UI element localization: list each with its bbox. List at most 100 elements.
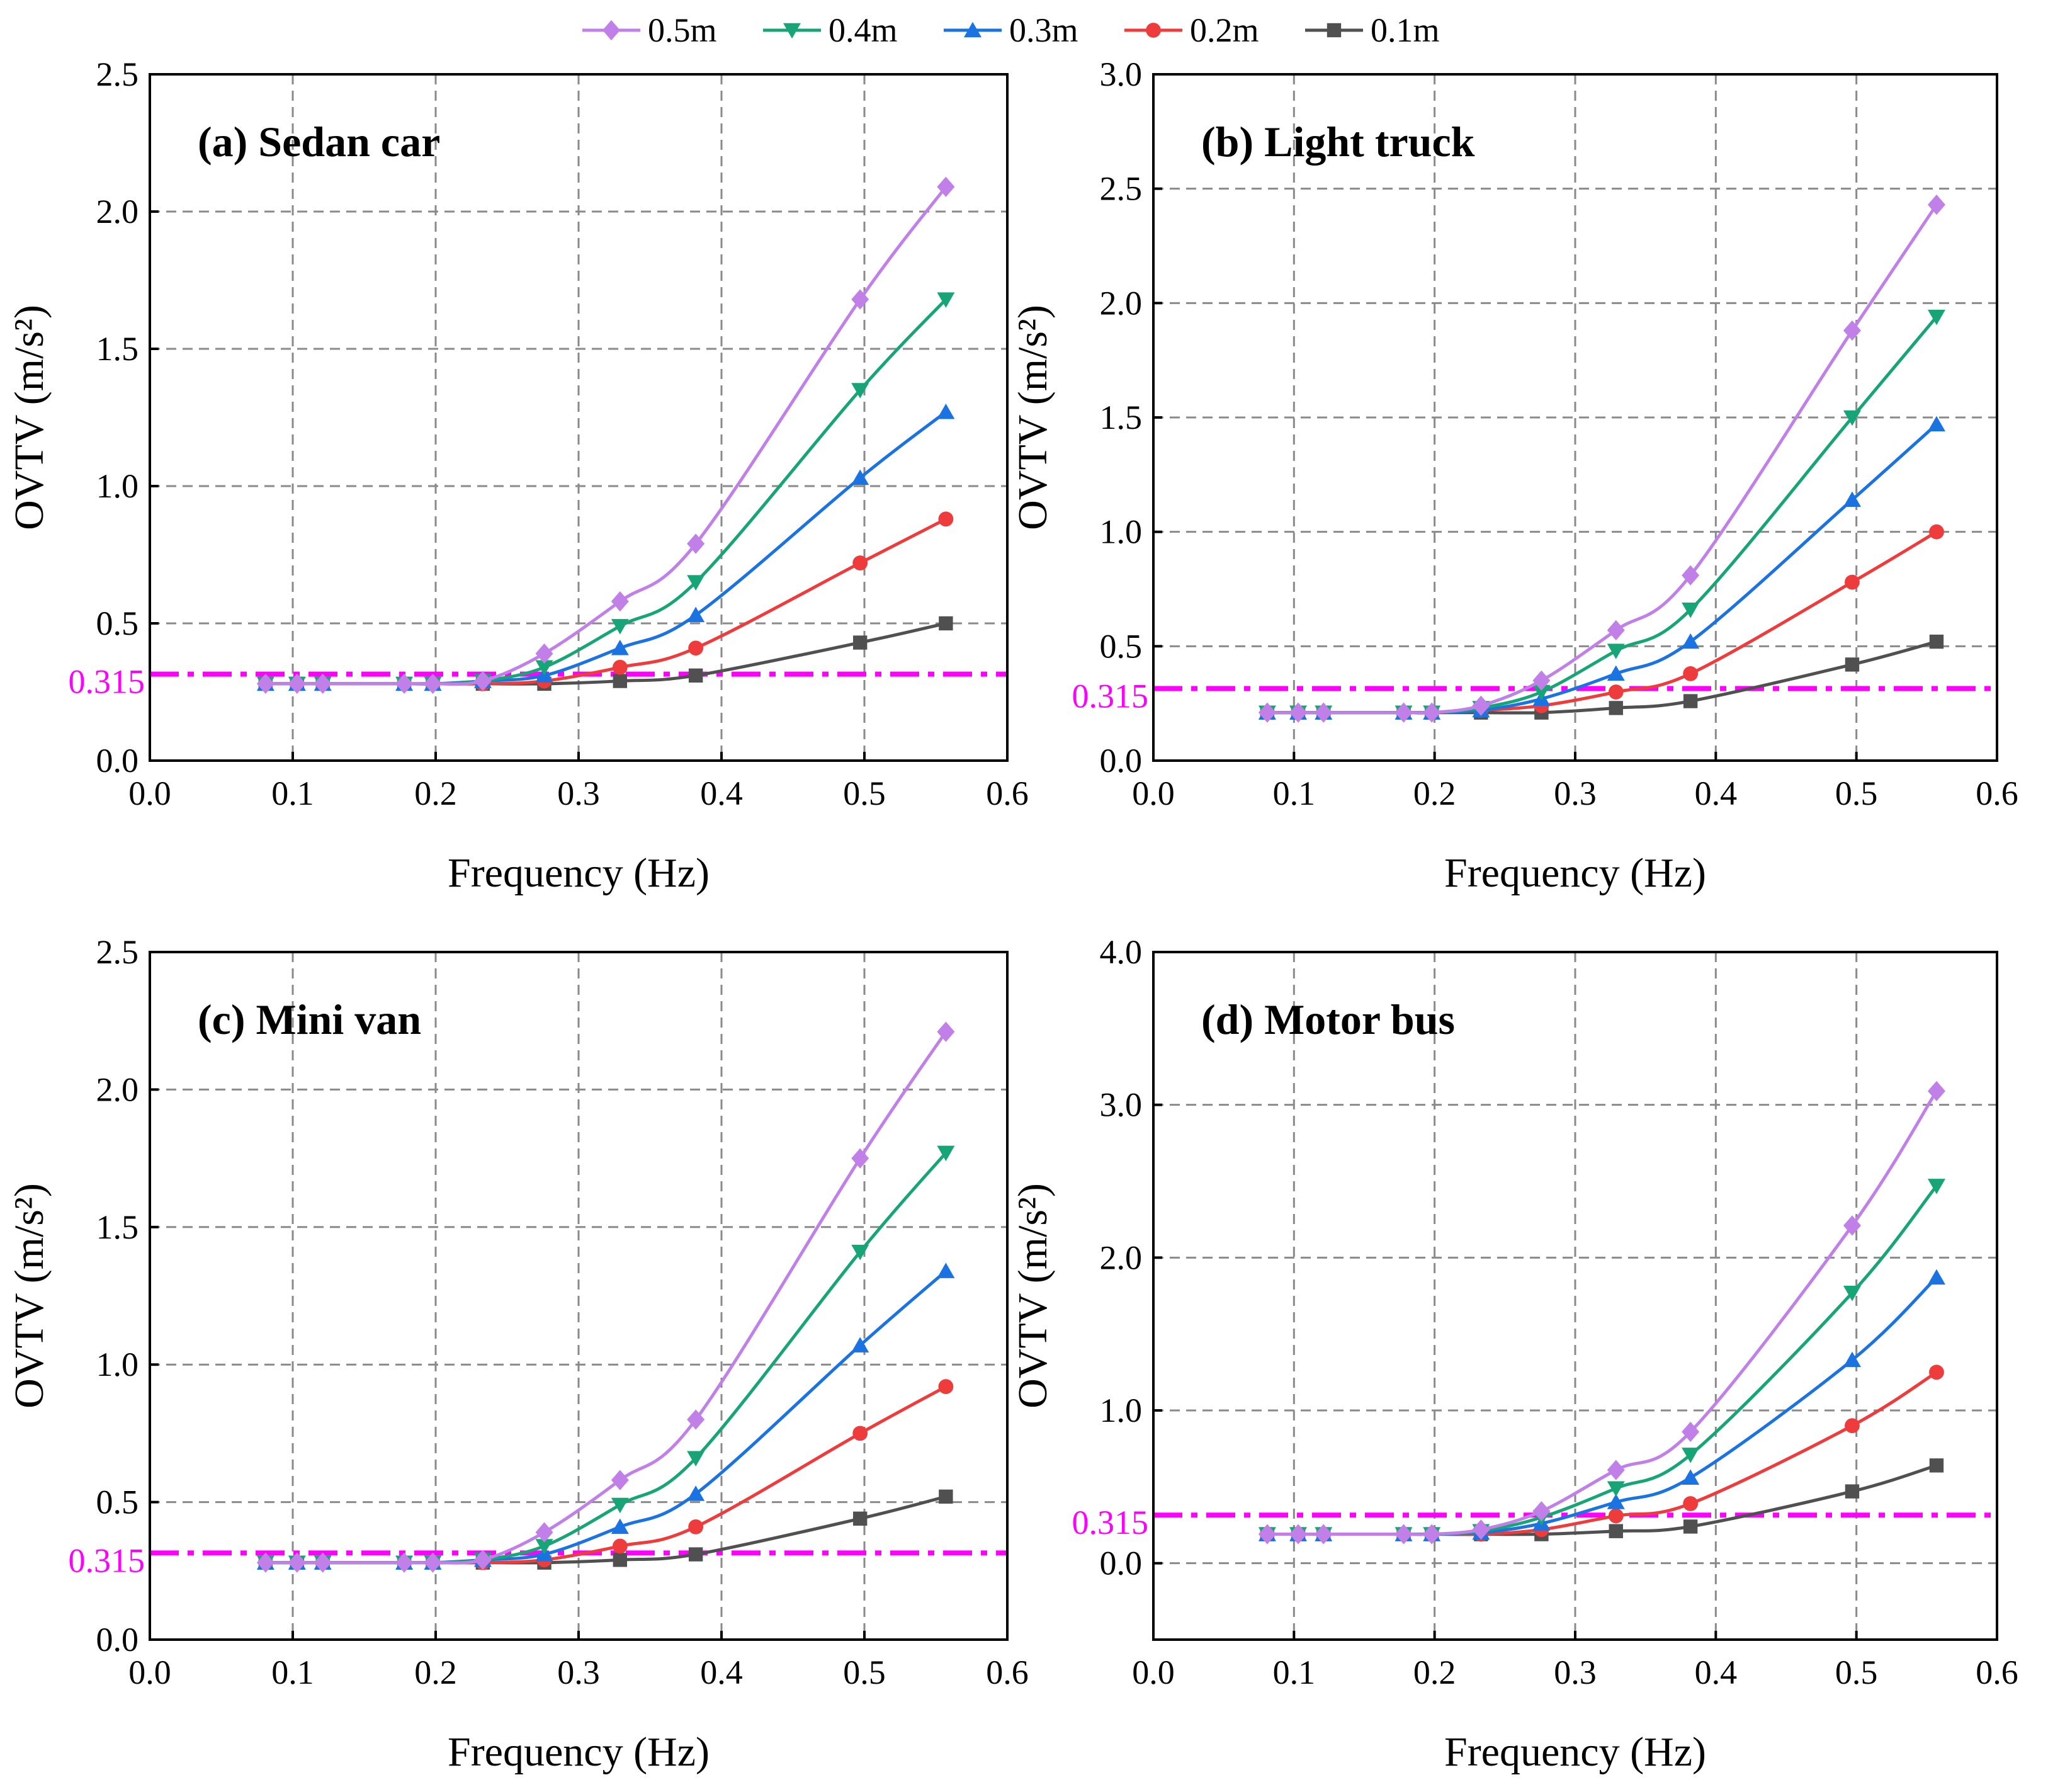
series-line xyxy=(1267,530,1938,715)
threshold-label: 0.315 xyxy=(69,663,145,701)
y-axis-label: OVTV (m/s²) xyxy=(6,305,52,530)
data-point xyxy=(1315,1524,1333,1545)
data-point xyxy=(1683,1496,1699,1511)
y-tick-label: 0.5 xyxy=(96,604,139,642)
x-tick-label: 0.1 xyxy=(271,1653,314,1691)
data-point xyxy=(938,1379,954,1395)
data-point xyxy=(852,635,868,650)
data-point xyxy=(611,1497,629,1514)
data-point xyxy=(687,533,705,554)
data-point xyxy=(1608,1508,1624,1524)
data-point xyxy=(1532,670,1551,691)
data-point xyxy=(1845,1484,1860,1499)
x-tick-label: 0.5 xyxy=(843,1653,886,1691)
y-tick-label: 1.5 xyxy=(96,1208,139,1246)
data-point xyxy=(288,673,306,695)
grid xyxy=(1153,74,1997,761)
y-tick-label: 0.0 xyxy=(1100,742,1143,780)
data-point xyxy=(688,1547,703,1562)
y-tick-label: 0.5 xyxy=(96,1483,139,1521)
data-point xyxy=(937,1262,955,1278)
legend-item-0-1m: 0.1m xyxy=(1305,11,1440,49)
data-point xyxy=(1532,1501,1551,1522)
data-point xyxy=(937,176,955,197)
data-point xyxy=(1607,1481,1625,1497)
data-point xyxy=(1289,702,1308,723)
data-point xyxy=(1607,1460,1625,1480)
series-0-5m xyxy=(1258,195,1945,723)
data-point xyxy=(1843,320,1861,341)
x-tick-label: 0.6 xyxy=(986,774,1029,812)
legend-marker xyxy=(603,20,620,41)
series-0-5m xyxy=(256,1021,955,1573)
series-0-4m xyxy=(1258,1179,1945,1543)
data-point xyxy=(939,616,953,631)
x-tick-label: 0.2 xyxy=(414,1653,457,1691)
y-tick-label: 2.0 xyxy=(96,1070,139,1108)
data-point xyxy=(535,1522,553,1543)
data-point xyxy=(424,1552,442,1573)
data-point xyxy=(687,1451,705,1467)
data-point xyxy=(687,606,705,623)
series-0-3m xyxy=(256,403,955,691)
data-point xyxy=(851,289,869,310)
chart-panel-motor-bus: 0.0 0.1 0.2 0.3 0.4 0.5 0.6 0.0 1.0 2.0 3.0 4.0 0.31… xyxy=(1010,933,2018,1775)
y-tick-label: 3.0 xyxy=(1100,55,1143,93)
y-tick-label: 4.0 xyxy=(1100,933,1143,971)
legend-marker xyxy=(964,21,982,38)
panel-title: (d) Motor bus xyxy=(1201,995,1455,1043)
data-point xyxy=(1607,644,1625,659)
series-0-3m xyxy=(1258,416,1945,720)
data-point xyxy=(1927,1269,1945,1285)
data-point xyxy=(1929,634,1944,649)
x-tick-label: 0.2 xyxy=(1413,1653,1456,1691)
x-tick-label: 0.5 xyxy=(1835,1653,1878,1691)
y-axis-label: OVTV (m/s²) xyxy=(1010,1183,1056,1409)
data-point xyxy=(314,673,332,695)
data-point xyxy=(1682,603,1700,618)
x-tick-label: 0.5 xyxy=(843,774,886,812)
x-tick-label: 0.1 xyxy=(1273,1653,1316,1691)
data-point xyxy=(473,1550,492,1570)
data-point xyxy=(851,469,869,485)
x-tick-label: 0.3 xyxy=(1554,774,1597,812)
data-point xyxy=(1843,1215,1861,1236)
series-line xyxy=(1267,203,1938,715)
x-tick-label: 0.3 xyxy=(1554,1653,1597,1691)
y-tick-label: 1.0 xyxy=(1100,513,1143,551)
data-point xyxy=(1258,1524,1276,1545)
y-tick-label: 0.0 xyxy=(96,742,139,780)
series-line xyxy=(1267,640,1937,715)
x-axis-label: Frequency (Hz) xyxy=(448,1729,710,1775)
legend-label: 0.4m xyxy=(829,11,898,49)
series-line xyxy=(265,518,947,686)
x-tick-label: 0.4 xyxy=(700,774,743,812)
data-point xyxy=(1315,702,1333,723)
series-line xyxy=(1267,1090,1938,1536)
data-point xyxy=(937,292,955,308)
x-tick-label: 0.3 xyxy=(557,1653,600,1691)
y-tick-label: 0.0 xyxy=(96,1621,139,1659)
data-point xyxy=(395,673,414,695)
data-point xyxy=(288,1552,306,1573)
grid xyxy=(150,952,1007,1640)
data-point xyxy=(611,1518,629,1534)
data-point xyxy=(688,1519,704,1534)
data-point xyxy=(1927,416,1945,432)
x-tick-label: 0.2 xyxy=(1413,774,1456,812)
y-tick-label: 2.0 xyxy=(1100,1239,1143,1276)
data-point xyxy=(1609,701,1623,715)
threshold-label: 0.315 xyxy=(1072,1504,1149,1541)
series-0-5m xyxy=(256,176,955,695)
series-0-4m xyxy=(1258,309,1945,721)
y-tick-label: 2.0 xyxy=(1100,284,1143,322)
data-point xyxy=(1682,1421,1700,1443)
y-tick-label: 2.5 xyxy=(96,933,139,971)
panel-title: (b) Light truck xyxy=(1201,118,1475,166)
data-point xyxy=(1423,702,1441,723)
panel-title: (c) Mini van xyxy=(198,995,421,1043)
series-line xyxy=(265,186,948,686)
series-0-1m xyxy=(1260,1458,1944,1541)
y-tick-label: 3.0 xyxy=(1100,1086,1143,1124)
